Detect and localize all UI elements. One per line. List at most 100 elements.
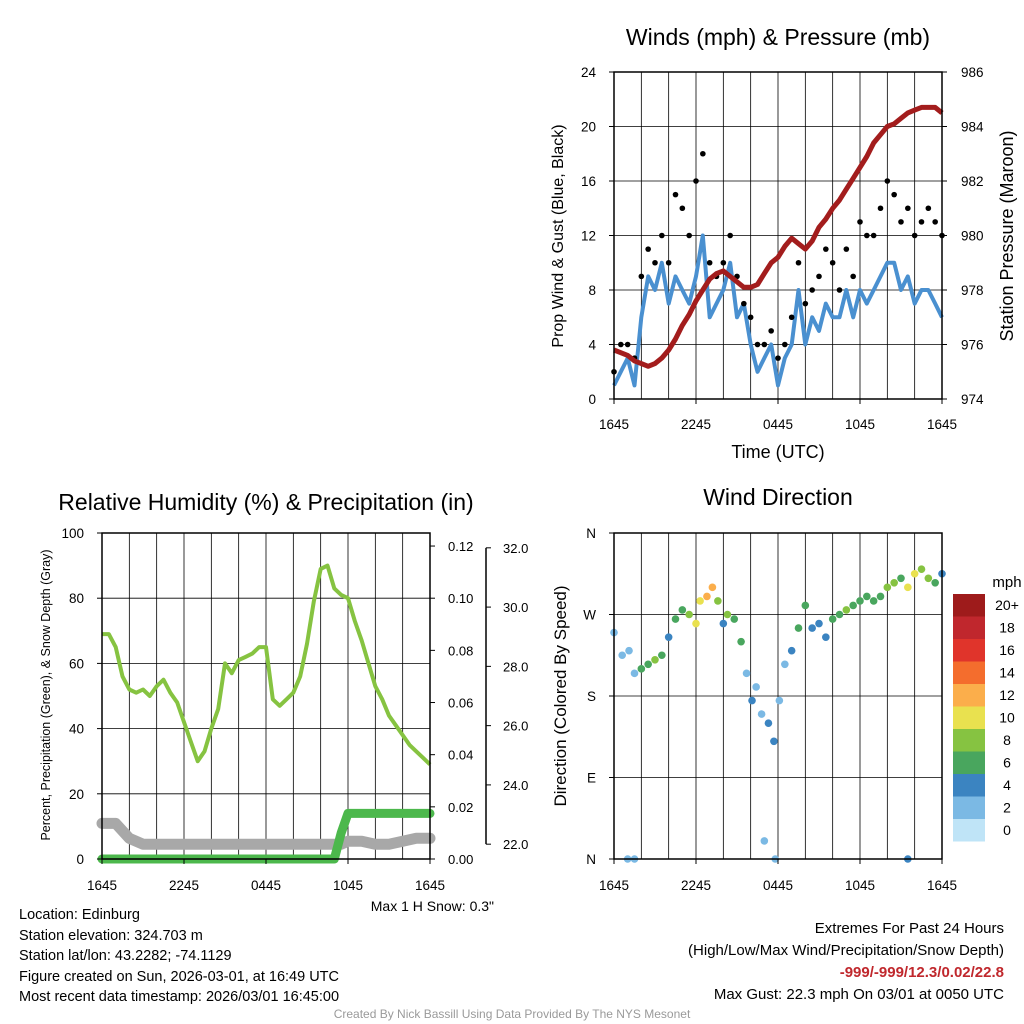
gust-point xyxy=(843,246,850,252)
gust-point xyxy=(686,232,692,239)
gust-point xyxy=(782,341,788,348)
station-info: Location: Edinburg Station elevation: 32… xyxy=(19,905,339,1008)
pressure-y-tick-label: 974 xyxy=(961,392,984,407)
extremes-title: Extremes For Past 24 Hours xyxy=(814,920,1004,937)
direction-chart-title: Wind Direction xyxy=(703,484,853,510)
direction-y-tick-label: W xyxy=(583,608,596,623)
colorbar-title: mph xyxy=(992,574,1021,591)
pressure-y-tick-label: 984 xyxy=(961,120,984,135)
direction-point xyxy=(730,615,739,623)
humidity-y-tick-label: 80 xyxy=(69,591,84,606)
direction-x-tick-label: 1645 xyxy=(927,878,957,893)
colorbar-label: 0 xyxy=(1003,822,1011,838)
colorbar-swatch xyxy=(953,594,985,617)
gust-point xyxy=(727,232,733,239)
direction-point xyxy=(685,610,693,619)
precip-y-tick-label: 0.00 xyxy=(448,852,473,867)
direction-point xyxy=(644,660,652,669)
gust-point xyxy=(720,259,727,266)
humidity-y-tick-label: 60 xyxy=(69,656,84,671)
gust-point xyxy=(829,259,836,266)
gust-point xyxy=(802,300,809,307)
winds-y-tick-label: 24 xyxy=(581,65,597,80)
direction-point xyxy=(917,565,926,574)
direction-point xyxy=(924,574,933,583)
direction-point xyxy=(856,597,864,605)
gust-point xyxy=(768,328,774,334)
colorbar-swatch xyxy=(953,639,985,662)
wind-direction-panel: Wind Direction Direction (Colored By Spe… xyxy=(551,484,1022,893)
gust-point xyxy=(652,259,658,266)
gust-point xyxy=(706,259,713,266)
snow-y-tick-label: 26.0 xyxy=(503,719,528,734)
colorbar-swatch xyxy=(953,706,985,729)
direction-point xyxy=(692,619,700,628)
direction-point xyxy=(637,665,646,673)
gust-point xyxy=(857,219,863,225)
direction-point xyxy=(708,583,717,592)
winds-y-tick-label: 0 xyxy=(588,392,596,407)
winds-x-tick-label: 0445 xyxy=(763,417,793,432)
direction-point xyxy=(849,601,857,610)
winds-y-tick-label: 16 xyxy=(581,174,596,189)
gust-point xyxy=(775,355,781,361)
precip-y-tick-label: 0.08 xyxy=(448,643,473,658)
colorbar-label: 2 xyxy=(1003,800,1011,816)
gust-point xyxy=(665,259,672,266)
winds-y-tick-label: 20 xyxy=(581,120,596,135)
pressure-y-axis-label: Station Pressure (Maroon) xyxy=(997,130,1017,341)
gust-point xyxy=(905,205,911,212)
relative-humidity-line xyxy=(102,563,432,766)
colorbar-label: 12 xyxy=(999,687,1015,703)
winds-x-tick-label: 1645 xyxy=(599,417,629,432)
precip-y-tick-label: 0.04 xyxy=(448,748,473,763)
direction-point xyxy=(883,583,892,592)
gust-point xyxy=(747,314,754,321)
winds-y-axis-label: Prop Wind & Gust (Blue, Black) xyxy=(550,124,567,347)
colorbar-swatch xyxy=(953,774,985,797)
gust-point xyxy=(618,341,624,348)
station-latlon: Station lat/lon: 43.2282; -74.1129 xyxy=(19,948,232,964)
humidity-precip-panel: Relative Humidity (%) & Precipitation (i… xyxy=(39,489,528,914)
direction-point xyxy=(828,615,837,623)
humidity-y-tick-label: 0 xyxy=(76,852,84,867)
direction-y-tick-label: N xyxy=(586,852,596,867)
direction-point xyxy=(748,696,756,705)
colorbar-label: 4 xyxy=(1003,777,1011,793)
gust-point xyxy=(645,246,651,252)
direction-point xyxy=(658,651,666,660)
snow-y-tick-label: 24.0 xyxy=(503,778,528,793)
colorbar-label: 14 xyxy=(999,665,1015,681)
humidity-y-tick-label: 100 xyxy=(61,526,84,541)
humidity-y-axis-label: Percent, Precipitation (Green), & Snow D… xyxy=(39,549,53,840)
winds-y-tick-label: 8 xyxy=(588,283,596,298)
direction-point xyxy=(714,597,722,605)
credit-line: Created By Nick Bassill Using Data Provi… xyxy=(333,1007,691,1021)
snow-depth-line xyxy=(96,817,436,850)
pressure-line xyxy=(613,104,944,369)
gust-point xyxy=(925,205,932,212)
gust-point xyxy=(898,219,904,225)
figure-created: Figure created on Sun, 2026-03-01, at 16… xyxy=(19,968,339,985)
direction-point xyxy=(678,606,687,614)
relative-humidity-series xyxy=(102,563,432,766)
gust-point xyxy=(877,205,884,212)
snow-depth-series xyxy=(96,817,436,850)
direction-point xyxy=(815,619,823,628)
colorbar-label: 20+ xyxy=(995,597,1019,613)
direction-point xyxy=(842,606,851,614)
direction-x-tick-label: 2245 xyxy=(681,878,711,893)
gust-point xyxy=(624,341,631,348)
direction-point xyxy=(764,719,773,727)
precip-y-tick-label: 0.10 xyxy=(448,591,473,606)
colorbar-swatch xyxy=(953,796,985,819)
direction-point xyxy=(703,592,711,601)
direction-points xyxy=(610,565,946,863)
pressure-series xyxy=(613,104,944,369)
direction-point xyxy=(876,592,885,601)
prop-wind-series xyxy=(612,233,944,388)
direction-point xyxy=(737,637,745,646)
direction-point xyxy=(890,579,898,587)
winds-y-tick-label: 12 xyxy=(581,229,596,244)
